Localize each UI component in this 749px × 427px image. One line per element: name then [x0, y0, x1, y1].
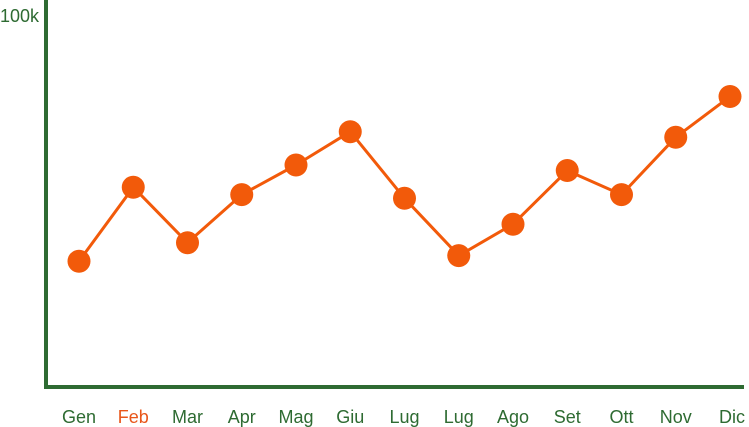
x-tick-label-11: Ott: [609, 407, 633, 427]
data-point-12: [664, 125, 688, 149]
data-point-4: [230, 183, 254, 207]
data-points: [67, 85, 742, 273]
x-tick-label-7: Lug: [389, 407, 419, 427]
x-tick-label-5: Mag: [278, 407, 313, 427]
data-point-8: [447, 244, 471, 268]
x-tick-label-3: Mar: [172, 407, 203, 427]
x-tick-labels: Gen Feb Mar Apr Mag Giu Lug Lug Ago Set Ott Nov Dic: [62, 407, 745, 427]
data-point-1: [67, 249, 91, 273]
x-tick-label-1: Gen: [62, 407, 96, 427]
y-axis-max-label: 100k: [0, 6, 40, 26]
x-tick-label-4: Apr: [228, 407, 256, 427]
data-point-7: [393, 186, 416, 210]
data-point-13: [718, 85, 742, 109]
data-point-3: [176, 231, 199, 255]
x-tick-label-9: Ago: [497, 407, 529, 427]
data-point-9: [501, 212, 525, 236]
series-line: [77, 95, 731, 263]
x-tick-label-10: Set: [554, 407, 581, 427]
data-point-2: [121, 175, 145, 199]
x-tick-label-12: Nov: [660, 407, 692, 427]
x-tick-label-6: Giu: [336, 407, 364, 427]
data-point-11: [610, 183, 633, 207]
data-point-10: [555, 159, 579, 183]
x-tick-label-2: Feb: [118, 407, 149, 427]
x-tick-label-8: Lug: [444, 407, 474, 427]
data-point-5: [284, 153, 308, 177]
data-point-6: [338, 120, 362, 144]
x-tick-label-13: Dic: [719, 407, 745, 427]
